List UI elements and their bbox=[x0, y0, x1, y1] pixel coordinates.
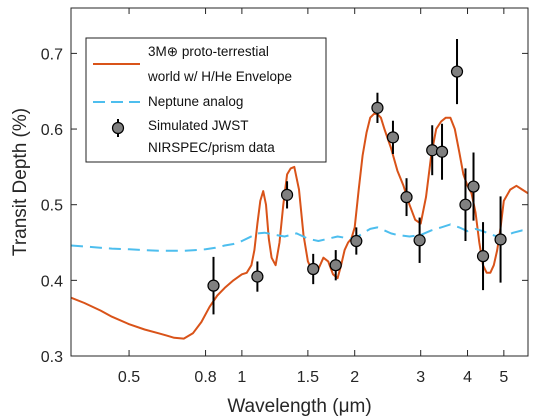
data-point-10 bbox=[413, 234, 426, 247]
data-point-8 bbox=[386, 131, 400, 144]
y-tick-label-0.4: 0.4 bbox=[41, 273, 63, 290]
data-point-9 bbox=[400, 191, 413, 204]
data-point-13 bbox=[450, 65, 464, 78]
data-point-5 bbox=[329, 259, 342, 272]
x-tick-label-3: 3 bbox=[416, 369, 425, 386]
y-tick-label-0.5: 0.5 bbox=[41, 198, 63, 215]
plot-frame bbox=[70, 7, 529, 357]
data-point-12 bbox=[435, 145, 449, 158]
y-axis-label: Transit Depth (%) bbox=[10, 108, 31, 256]
x-tick-label-4: 4 bbox=[463, 369, 472, 386]
data-point-16 bbox=[476, 250, 490, 263]
data-point-4 bbox=[307, 262, 320, 276]
y-tick-label-0.3: 0.3 bbox=[41, 349, 63, 366]
x-tick-label-0.8: 0.8 bbox=[194, 369, 216, 386]
legend-label-neptune-analog: Neptune analog bbox=[148, 94, 243, 109]
data-point-7 bbox=[371, 101, 384, 114]
y-tick-label-0.7: 0.7 bbox=[41, 46, 63, 63]
data-point-14 bbox=[459, 198, 472, 211]
legend-box bbox=[85, 37, 327, 163]
legend-swatch-data-point bbox=[111, 121, 125, 135]
legend-label-jwst-line2: NIRSPEC/prism data bbox=[148, 140, 275, 155]
x-tick-label-1.5: 1.5 bbox=[297, 369, 319, 386]
legend-label-line1: 3M⊕ proto-terrestial bbox=[148, 44, 269, 59]
x-tick-label-1: 1 bbox=[237, 369, 246, 386]
y-tick-label-0.6: 0.6 bbox=[41, 122, 63, 139]
x-tick-label-2: 2 bbox=[350, 369, 359, 386]
data-point-15 bbox=[467, 180, 480, 193]
legend-label-line2: world w/ H/He Envelope bbox=[147, 69, 292, 84]
data-point-11 bbox=[426, 144, 439, 157]
data-point-1 bbox=[207, 279, 220, 292]
data-point-6 bbox=[350, 234, 363, 248]
legend-label-jwst-line1: Simulated JWST bbox=[148, 118, 249, 133]
data-point-2 bbox=[251, 270, 264, 283]
data-point-17 bbox=[494, 233, 507, 246]
x-tick-label-5: 5 bbox=[499, 369, 508, 386]
legend: 3M⊕ proto-terrestial world w/ H/He Envel… bbox=[85, 37, 327, 163]
data-point-3 bbox=[280, 188, 294, 201]
x-axis-label: Wavelength (μm) bbox=[227, 396, 371, 417]
neptune-analog-line bbox=[71, 223, 528, 252]
x-tick-label-0.5: 0.5 bbox=[118, 369, 140, 386]
